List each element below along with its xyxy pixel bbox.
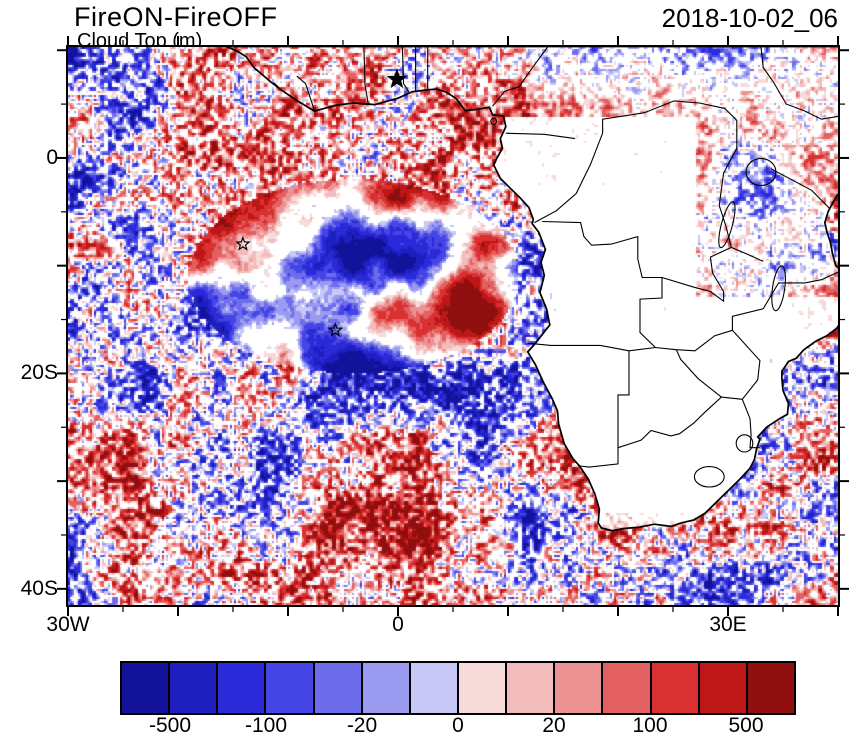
country-border bbox=[542, 220, 663, 348]
map-overlay bbox=[226, 47, 838, 532]
colorbar bbox=[120, 661, 796, 715]
x-tick-label: 30E bbox=[709, 613, 747, 636]
y-tick-label: 0 bbox=[46, 145, 58, 169]
colorbar-segment bbox=[699, 663, 748, 713]
colorbar-segment bbox=[603, 663, 652, 713]
country-border bbox=[363, 47, 369, 105]
map-panel bbox=[66, 45, 840, 607]
colorbar-tick-label: 0 bbox=[452, 714, 464, 737]
country-border bbox=[731, 329, 761, 400]
x-tick-label: 0 bbox=[392, 613, 404, 636]
country-border bbox=[760, 47, 838, 120]
colorbar-segment bbox=[266, 663, 315, 713]
colorbar-segment bbox=[458, 663, 508, 713]
lake-or-enclave-outline bbox=[693, 466, 725, 488]
x-tick-label: 30W bbox=[46, 613, 90, 636]
open-star-marker-icon bbox=[327, 322, 344, 338]
coastline bbox=[226, 47, 838, 532]
country-border bbox=[273, 82, 282, 91]
lake-or-enclave-outline bbox=[718, 201, 736, 249]
colorbar-segment bbox=[410, 663, 459, 713]
country-border bbox=[296, 75, 315, 111]
lake-or-enclave-outline bbox=[735, 434, 754, 453]
country-border bbox=[676, 271, 838, 352]
colorbar-tick-label: -500 bbox=[148, 714, 192, 737]
colorbar-tick-label: 500 bbox=[728, 714, 764, 737]
country-border bbox=[505, 132, 576, 140]
colorbar-segment bbox=[362, 663, 411, 713]
country-border bbox=[579, 350, 630, 468]
colorbar-tick-label: -20 bbox=[346, 714, 378, 737]
country-border bbox=[401, 47, 410, 93]
open-star-marker-icon bbox=[235, 235, 251, 251]
plot-title: FireON-FireOFF bbox=[74, 2, 278, 32]
colorbar-segment bbox=[651, 663, 700, 713]
lake-or-enclave-outline bbox=[745, 157, 777, 187]
colorbar-segment bbox=[747, 663, 794, 713]
colorbar-tick-label: -100 bbox=[244, 714, 288, 737]
colorbar-segment bbox=[314, 663, 363, 713]
colorbar-tick-label: 20 bbox=[542, 714, 566, 737]
colorbar-segment bbox=[122, 663, 171, 713]
country-border bbox=[675, 349, 722, 398]
y-tick-label: 20S bbox=[20, 361, 58, 385]
colorbar-tick-label: 100 bbox=[632, 714, 668, 737]
colorbar-segment bbox=[218, 663, 267, 713]
colorbar-segment bbox=[555, 663, 604, 713]
country-border bbox=[527, 342, 677, 352]
country-border bbox=[492, 47, 549, 107]
plot-timestamp: 2018-10-02_06 bbox=[661, 3, 838, 33]
lake-or-enclave-outline bbox=[490, 117, 498, 126]
filled-star-marker-icon bbox=[386, 68, 408, 88]
country-border bbox=[770, 168, 830, 209]
lake-or-enclave-outline bbox=[771, 265, 786, 312]
y-tick-label: 40S bbox=[20, 576, 58, 600]
country-border bbox=[661, 246, 764, 303]
difference-field-raster bbox=[68, 47, 838, 605]
country-border bbox=[617, 396, 760, 449]
colorbar-segment bbox=[170, 663, 219, 713]
country-border bbox=[534, 100, 738, 248]
colorbar-segment bbox=[507, 663, 556, 713]
